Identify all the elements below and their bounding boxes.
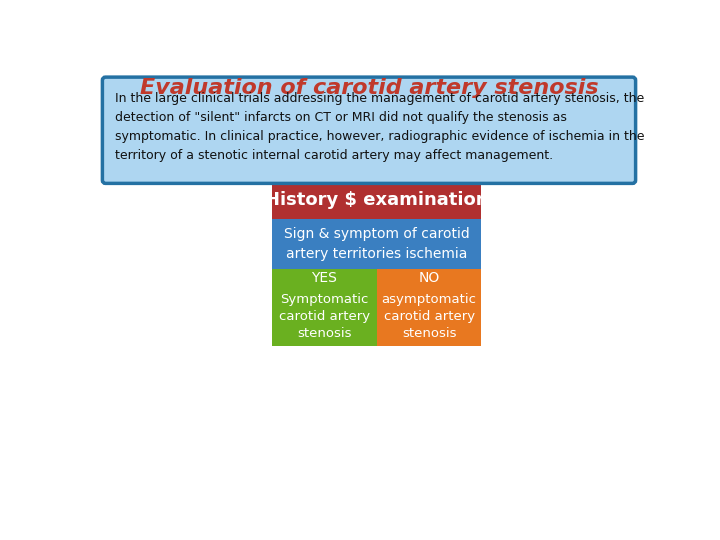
FancyBboxPatch shape [102, 77, 636, 184]
Text: Symptomatic
carotid artery
stenosis: Symptomatic carotid artery stenosis [279, 293, 370, 341]
FancyBboxPatch shape [272, 219, 482, 269]
FancyBboxPatch shape [377, 269, 482, 288]
Text: asymptomatic
carotid artery
stenosis: asymptomatic carotid artery stenosis [382, 293, 477, 341]
Text: Sign & symptom of carotid
artery territories ischemia: Sign & symptom of carotid artery territo… [284, 227, 469, 261]
FancyBboxPatch shape [272, 180, 482, 219]
Text: YES: YES [312, 272, 338, 286]
Text: NO: NO [418, 272, 440, 286]
Text: In the large clinical trials addressing the management of carotid artery stenosi: In the large clinical trials addressing … [114, 92, 644, 162]
FancyBboxPatch shape [272, 269, 377, 288]
FancyBboxPatch shape [272, 288, 377, 346]
Text: Evaluation of carotid artery stenosis: Evaluation of carotid artery stenosis [140, 78, 598, 98]
Text: History $ examination: History $ examination [265, 191, 488, 208]
FancyBboxPatch shape [377, 288, 482, 346]
